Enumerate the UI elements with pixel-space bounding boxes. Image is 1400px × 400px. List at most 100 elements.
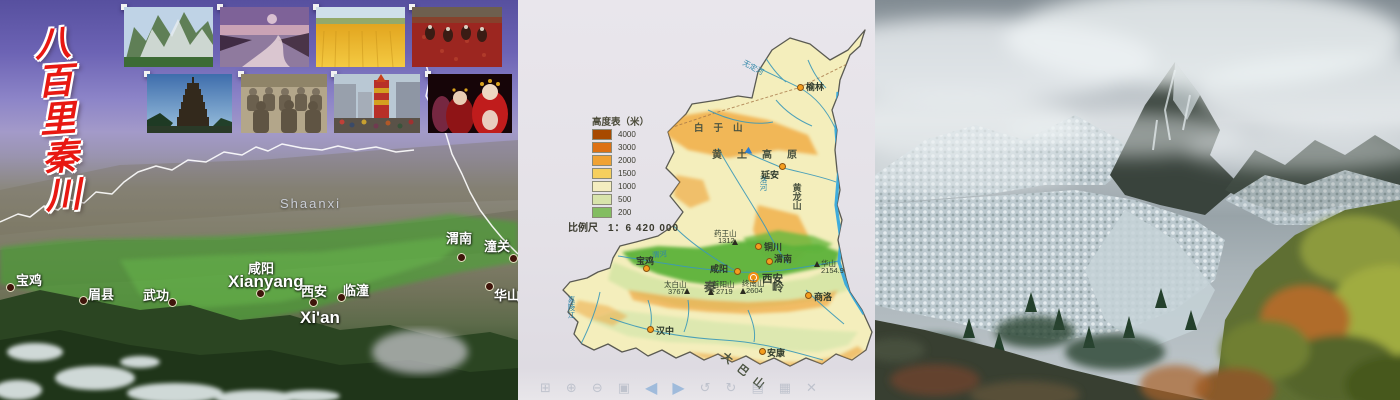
image-viewer-toolbar: ⊞ ⊕ ⊖ ▣ ◀ ▶ ↺ ↻ ▤ ▦ ✕ [540,378,871,398]
map-city-ankang: 安康 [767,348,786,358]
thumb-chili-drying[interactable] [409,4,502,67]
legend-value: 500 [618,195,632,204]
close-icon[interactable]: ✕ [806,380,817,395]
peak-label-yaowangshan: 药王山 [714,229,737,238]
thumb-terracotta-warriors[interactable] [238,71,327,133]
city-dot-meixian [79,296,88,305]
legend-row: 200 [592,207,682,219]
river-sunset-art [220,7,309,67]
legend-row: 2000 [592,155,682,167]
zoom-out-icon[interactable]: ⊖ [591,380,603,395]
guanzhong-satellite-map: 八百里秦川 [0,0,518,400]
range-label-huanglongshan: 黄龙山 [791,183,802,210]
legend-row: 500 [592,194,682,206]
city-label-lintong: 临潼 [343,283,370,298]
wheat-field-art [316,7,405,67]
shaanxi-elevation-map: 高度表（米） 4000 3000 2000 1500 1000 500 200 … [518,0,875,400]
thumb-wild-goose-pagoda[interactable] [144,71,232,133]
city-label-xian-en: Xi'an [300,308,340,327]
map-city-shangluo: 商洛 [814,292,833,302]
thumb-qinqiang-opera[interactable] [425,71,512,133]
map-dot-xianyang [734,268,741,275]
copy-icon[interactable]: ▦ [778,380,792,395]
legend-swatch [592,181,612,192]
city-dot-lintong [337,293,346,302]
thumb-wheat-field[interactable] [313,4,405,67]
legend-swatch [592,207,612,218]
map-city-baoji: 宝鸡 [636,256,655,266]
map-dot-shangluo [805,292,812,299]
city-dot-tongguan [509,254,518,263]
province-label: Shaanxi [280,196,341,211]
legend-swatch [592,155,612,166]
city-label-wugong: 武功 [143,288,170,303]
delete-icon[interactable]: ▤ [751,380,764,395]
chili-drying-art [412,7,502,67]
legend-row: 1500 [592,168,682,180]
range-label-baiyushan: 白于山 [694,123,753,134]
thumb-river-sunset[interactable] [217,4,309,67]
peak-elev-yaowangshan: 1312 [718,236,735,245]
peak-marker [708,289,714,295]
range-label-loess-plateau: 黄土高原 [712,150,812,161]
city-label-weinan: 渭南 [446,231,473,246]
map-city-xian: 西安 [762,273,783,285]
elevation-map-art [562,29,873,367]
map-city-xianyang: 咸阳 [710,264,729,274]
map-dot-ankang [759,348,766,355]
city-label-meixian: 眉县 [88,287,115,302]
map-city-hanzhong: 汉中 [656,326,675,336]
city-label-xianyang: 咸阳 [248,261,275,276]
city-label-tongguan: 潼关 [484,239,511,254]
next-image-icon[interactable]: ▶ [672,380,685,397]
legend-swatch [592,129,612,140]
rotate-right-icon[interactable]: ↻ [725,380,737,395]
satellite-terrain-art [0,57,518,400]
previous-image-icon[interactable]: ◀ [645,380,658,397]
legend-value: 4000 [618,130,636,139]
legend-value: 2000 [618,156,636,165]
map-dot-tongchuan [755,243,762,250]
city-label-xian: 西安 [301,284,328,299]
legend-value: 1500 [618,169,636,178]
map-dot-yulin [797,84,804,91]
city-dot-xianyang [256,289,265,298]
legend-row: 1000 [592,181,682,193]
actual-size-icon[interactable]: ▣ [617,380,631,395]
scale-label: 比例尺 [568,223,598,234]
range-label-qinling: 秦岭 [704,280,841,294]
peak-elev-taibaishan: 3767 [668,287,685,296]
peak-label-zhongnanshan: 终南山 [742,279,765,288]
scale-value: 1：6 420 000 [608,223,680,234]
peak-marker [684,288,690,294]
legend-swatch [592,168,612,179]
city-dot-weinan [457,253,466,262]
city-dot-wugong [168,298,177,307]
peak-marker [814,261,820,267]
city-label-huashan: 华山 [494,288,518,303]
legend-swatch [592,142,612,153]
peak-elev-huashan: 2154.9 [821,266,844,275]
map-dot-yanan [779,163,786,170]
huashan-peaks-art [124,7,213,67]
thumb-temple-fair-parade[interactable] [331,71,420,133]
parade-art [334,74,420,133]
city-label-xianyang-en: Xianyang [228,272,304,291]
map-city-tongchuan: 铜川 [764,242,783,252]
rotate-left-icon[interactable]: ↺ [699,380,711,395]
thumb-huashan-peaks[interactable] [121,4,213,67]
map-city-yulin: 榆林 [806,82,825,92]
map-city-weinan: 渭南 [774,254,793,264]
peak-label-shouyangshan: 首阳山 [712,280,735,289]
peak-marker [732,239,738,245]
map-capital-symbol-xian [748,272,759,283]
legend-row: 3000 [592,142,682,154]
qinling-first-snow-photo [875,0,1400,400]
crop-icon[interactable]: ⊞ [540,380,551,395]
peak-elev-zhongnanshan: 2604 [746,286,763,295]
river-label-luohe: 洛河 [759,176,768,191]
zoom-in-icon[interactable]: ⊕ [565,380,577,395]
river-label-jialingjiang: 嘉陵江 [567,296,576,319]
legend-swatch [592,194,612,205]
opera-art [428,74,512,133]
